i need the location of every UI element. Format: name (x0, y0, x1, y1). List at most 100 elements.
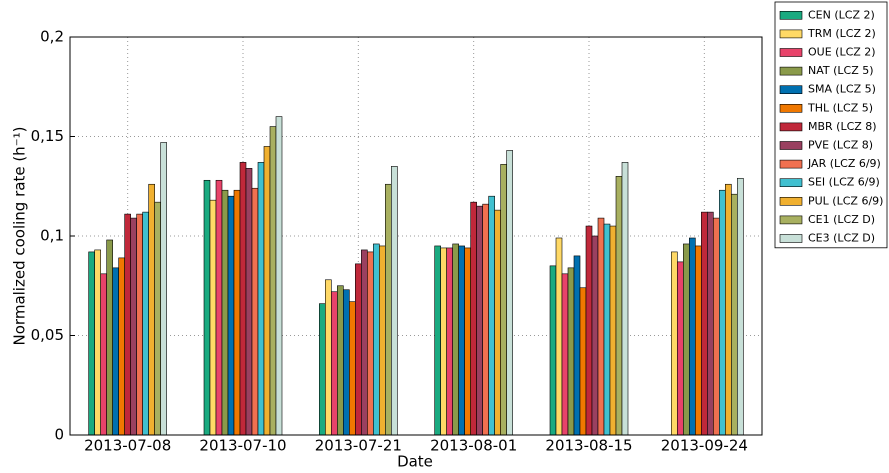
y-tick-label: 0,05 (31, 326, 64, 344)
bar (470, 201, 477, 436)
bar (269, 126, 277, 436)
bar (725, 183, 732, 436)
bar (239, 162, 247, 436)
bar (112, 267, 119, 436)
bar (245, 168, 253, 436)
bar (506, 150, 513, 436)
bar (355, 263, 362, 436)
bar (500, 164, 507, 436)
bar (458, 245, 465, 436)
legend-swatch (779, 85, 803, 94)
x-tick-label: 2013-08-01 (430, 437, 517, 455)
bar (695, 245, 702, 436)
bar (452, 243, 459, 436)
bar (221, 189, 229, 436)
bar (446, 247, 453, 436)
legend-swatch (779, 215, 803, 225)
y-tick-label: 0,1 (40, 227, 64, 245)
bar (257, 162, 265, 436)
bar (337, 285, 344, 436)
bar (325, 279, 332, 436)
bar (488, 195, 495, 436)
bar (94, 249, 101, 436)
bar (215, 179, 223, 436)
bar (707, 211, 714, 436)
bar (343, 289, 350, 436)
legend-swatch (779, 104, 803, 113)
bar (719, 189, 726, 436)
bar (106, 239, 113, 436)
bar (233, 189, 241, 436)
bar (275, 116, 283, 436)
bar (130, 217, 137, 436)
legend-swatch (779, 48, 803, 57)
legend-label: TRM (LCZ 2) (807, 27, 876, 40)
bar (579, 287, 587, 436)
bar (737, 177, 744, 436)
legend-swatch (779, 141, 803, 150)
legend-label: PUL (LCZ 6/9) (808, 194, 883, 207)
bar (118, 257, 125, 436)
legend-label: SEI (LCZ 6/9) (808, 176, 880, 189)
bar (160, 142, 167, 436)
bar (154, 201, 161, 436)
bar (713, 217, 720, 436)
legend-label: CE3 (LCZ D) (808, 232, 875, 245)
y-tick-label: 0,2 (40, 28, 64, 46)
plot-frame (69, 36, 763, 436)
bar (331, 291, 338, 436)
bar (251, 187, 259, 436)
bar (494, 209, 501, 436)
bar (597, 217, 605, 436)
y-tick-label: 0,15 (31, 127, 64, 145)
x-axis-label: Date (397, 453, 433, 471)
bar (671, 251, 678, 436)
legend-swatch (779, 159, 803, 169)
bar (476, 205, 483, 436)
bar (385, 183, 392, 436)
bar (391, 166, 398, 436)
legend-label: MBR (LCZ 8) (808, 120, 877, 133)
legend-swatch (779, 11, 803, 20)
bar (615, 176, 623, 436)
bar (142, 211, 149, 436)
bar (621, 162, 629, 436)
y-tick-label: 0 (54, 426, 64, 444)
bar (203, 179, 211, 436)
bar (609, 225, 617, 436)
bar (124, 213, 131, 436)
x-tick-label: 2013-08-15 (545, 437, 632, 455)
bar (683, 243, 690, 436)
x-tick-label: 2013-07-10 (199, 437, 286, 455)
bar (349, 301, 356, 436)
legend-label: OUE (LCZ 2) (808, 46, 876, 59)
bar (440, 247, 447, 436)
bar (603, 223, 611, 436)
bar (100, 273, 107, 436)
legend-swatch (779, 122, 803, 132)
bar (701, 211, 708, 436)
legend-label: SMA (LCZ 5) (808, 83, 876, 96)
bar (689, 237, 696, 436)
bar (549, 265, 557, 436)
legend-label: THL (LCZ 5) (807, 101, 873, 114)
legend-label: CE1 (LCZ D) (808, 213, 875, 226)
bar (361, 249, 368, 436)
bar (464, 247, 471, 436)
legend-label: JAR (LCZ 6/9) (807, 157, 881, 170)
bar (573, 255, 581, 436)
bar (731, 193, 738, 436)
bar (209, 199, 217, 436)
bar (482, 203, 489, 436)
legend-label: PVE (LCZ 8) (808, 139, 873, 152)
bar (88, 251, 95, 436)
bar (136, 213, 143, 436)
x-tick-label: 2013-09-24 (661, 437, 748, 455)
x-tick-label: 2013-07-21 (315, 437, 402, 455)
bar (367, 251, 374, 436)
legend-swatch (779, 178, 803, 187)
bar (555, 237, 563, 436)
legend-label: NAT (LCZ 5) (808, 64, 874, 77)
x-tick-label: 2013-07-08 (84, 437, 171, 455)
